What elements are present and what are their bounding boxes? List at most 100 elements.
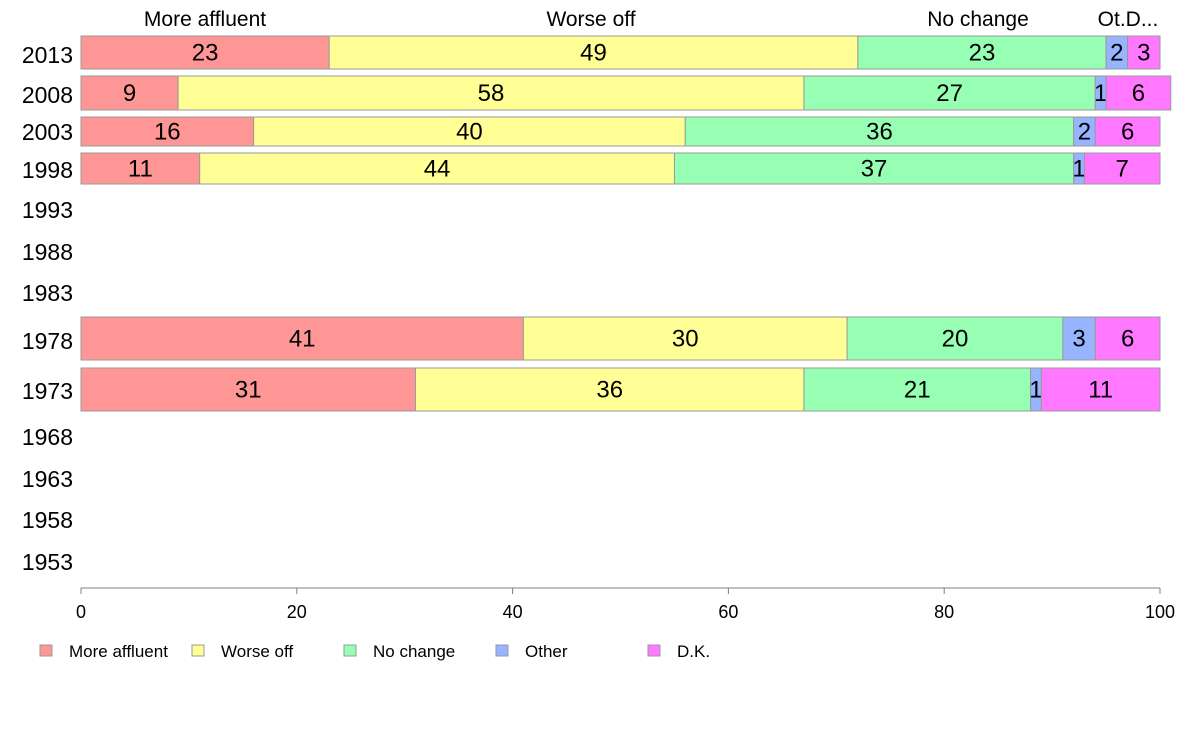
bar-segment [803, 367, 1032, 412]
segment-value-label: 1 [1029, 377, 1042, 404]
legend-swatch [495, 644, 509, 657]
year-label-2003: 2003 [22, 119, 73, 145]
segment-value-label: 36 [866, 119, 893, 146]
year-label-1978: 1978 [22, 328, 73, 354]
segment-value-label: 27 [936, 80, 963, 107]
bar-segment [522, 316, 848, 361]
segment-value-label: 30 [672, 326, 699, 353]
year-label-1968: 1968 [22, 424, 73, 450]
legend-label: D.K. [677, 642, 710, 661]
bar-segment [846, 316, 1064, 361]
legend-label: More affluent [69, 642, 168, 661]
year-labels: 2013 2008 2003 1998 1993 1988 1983 1978 1973 1968… [22, 42, 73, 575]
bar-row-2013: 23 49 23 2 3 [80, 35, 1161, 70]
segment-value-label: 20 [942, 326, 969, 353]
segment-value-label: 23 [969, 40, 996, 67]
year-label-1963: 1963 [22, 466, 73, 492]
segment-value-label: 36 [596, 377, 623, 404]
bar-segment [80, 367, 416, 412]
segment-value-label: 11 [1088, 377, 1113, 404]
x-tick-label: 40 [503, 602, 523, 622]
bar-row-2003: 16 40 36 2 6 [80, 116, 1161, 147]
bar-segment [80, 116, 255, 147]
legend-item: D.K. [647, 642, 710, 661]
column-headers: More affluent Worse off No change Ot.D... [144, 8, 1158, 31]
legend-label: Worse off [221, 642, 293, 661]
segment-value-label: 58 [478, 80, 505, 107]
year-label-1953: 1953 [22, 549, 73, 575]
column-header: Worse off [546, 8, 635, 31]
segment-value-label: 1 [1094, 80, 1107, 107]
legend-swatch [191, 644, 205, 657]
legend-item: More affluent [39, 642, 168, 661]
bar-segment [80, 316, 524, 361]
bar-row-1998: 11 44 37 1 7 [80, 152, 1161, 185]
segment-value-label: 9 [123, 80, 136, 107]
segment-value-label: 11 [128, 156, 153, 183]
segment-value-label: 44 [424, 156, 451, 183]
segment-value-label: 6 [1132, 80, 1145, 107]
legend-label: No change [373, 642, 455, 661]
x-tick-label: 0 [76, 602, 86, 622]
bar-segment [673, 152, 1075, 185]
legend-item: Worse off [191, 642, 293, 661]
legend-swatch [39, 644, 53, 657]
bar-segment [80, 75, 179, 111]
year-label-1983: 1983 [22, 280, 73, 306]
bar-segment [1083, 152, 1161, 185]
bar-segment [177, 75, 805, 111]
bar-segment [1105, 75, 1172, 111]
segment-value-label: 6 [1121, 326, 1134, 353]
segment-value-label: 2 [1110, 40, 1123, 67]
bar-segment [1094, 116, 1161, 147]
x-tick-label: 80 [934, 602, 954, 622]
year-label-1993: 1993 [22, 197, 73, 223]
bar-segment [328, 35, 859, 70]
segment-value-label: 3 [1137, 40, 1150, 67]
year-label-1958: 1958 [22, 507, 73, 533]
column-header: Ot.D... [1098, 8, 1159, 31]
bars: 23 49 23 2 39 58 27 1 616 40 36 2 611 44 37 1 741 30 20 3 63… [80, 35, 1172, 412]
legend-swatch [343, 644, 357, 657]
bar-row-1973: 31 36 21 1 11 [80, 367, 1161, 412]
legend: More affluent Worse off No change Other D.K. [39, 642, 710, 661]
x-tick-label: 60 [718, 602, 738, 622]
bar-segment [253, 116, 686, 147]
bar-row-1978: 41 30 20 3 6 [80, 316, 1161, 361]
segment-value-label: 7 [1116, 156, 1129, 183]
segment-value-label: 2 [1078, 119, 1091, 146]
bar-segment [199, 152, 675, 185]
segment-value-label: 1 [1072, 156, 1085, 183]
bar-segment [857, 35, 1107, 70]
segment-value-label: 49 [580, 40, 607, 67]
x-axis: 0 20 40 60 80 100 [76, 587, 1175, 622]
x-tick-label: 100 [1145, 602, 1175, 622]
bar-segment [684, 116, 1075, 147]
bar-segment [803, 75, 1096, 111]
year-label-2008: 2008 [22, 82, 73, 108]
bar-segment [80, 35, 330, 70]
segment-value-label: 31 [235, 377, 262, 404]
year-label-1998: 1998 [22, 157, 73, 183]
legend-label: Other [525, 642, 568, 661]
bar-row-2008: 9 58 27 1 6 [80, 75, 1172, 111]
segment-value-label: 37 [861, 156, 888, 183]
bar-segment [1062, 316, 1096, 361]
segment-value-label: 41 [289, 326, 316, 353]
bar-segment [1127, 35, 1161, 70]
column-header: No change [927, 8, 1029, 31]
bar-segment [1040, 367, 1161, 412]
segment-value-label: 16 [154, 119, 181, 146]
year-label-1973: 1973 [22, 378, 73, 404]
year-label-2013: 2013 [22, 42, 73, 68]
segment-value-label: 3 [1072, 326, 1085, 353]
x-tick-label: 20 [287, 602, 307, 622]
year-label-1988: 1988 [22, 239, 73, 265]
segment-value-label: 40 [456, 119, 483, 146]
segment-value-label: 23 [192, 40, 219, 67]
legend-swatch [647, 644, 661, 657]
legend-item: No change [343, 642, 455, 661]
segment-value-label: 6 [1121, 119, 1134, 146]
column-header: More affluent [144, 8, 266, 31]
